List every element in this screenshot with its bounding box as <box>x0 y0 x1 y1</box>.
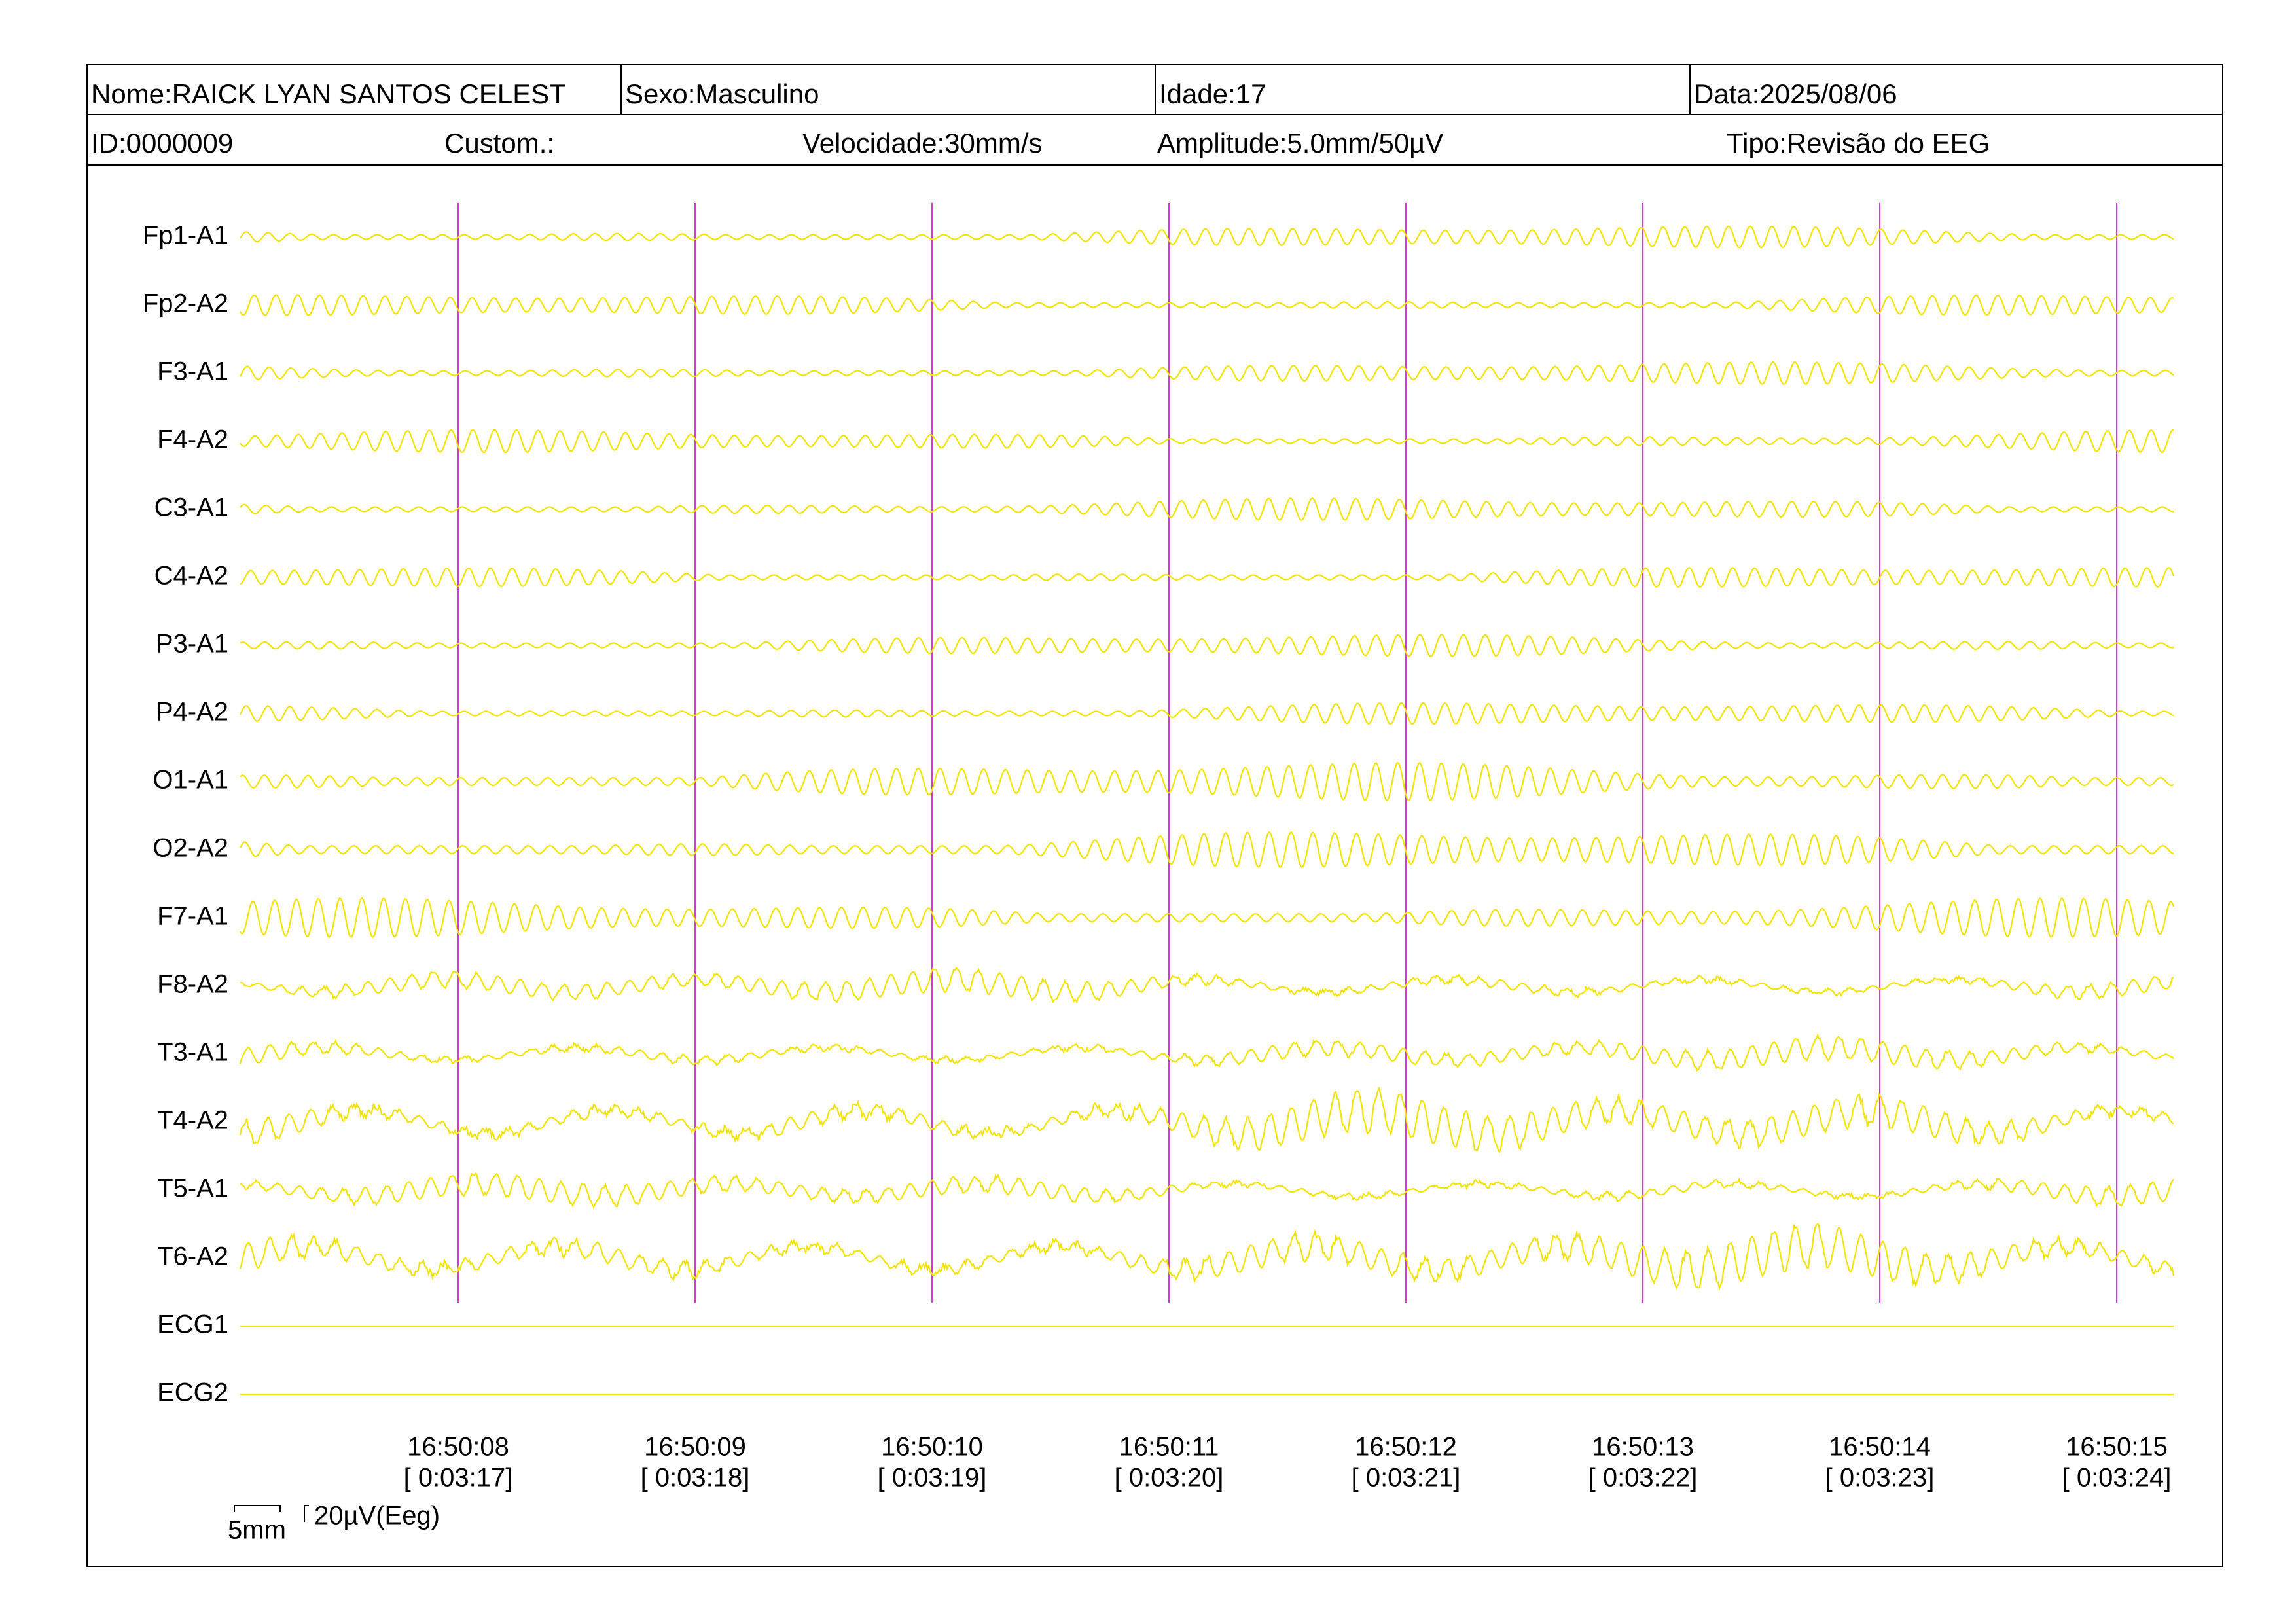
eeg-trace <box>240 225 2174 249</box>
eeg-trace <box>239 1033 2174 1072</box>
eeg-trace <box>240 831 2174 869</box>
eeg-trace <box>240 429 2174 454</box>
patient-age: Idade:17 <box>1159 79 1266 109</box>
channel-label: P4-A2 <box>156 698 228 727</box>
eeg-trace <box>239 702 2174 725</box>
elapsed-label: [ 0:03:20] <box>1115 1464 1224 1492</box>
speed: Velocidade:30mm/s <box>802 128 1043 158</box>
channel-label: Fp2-A2 <box>143 289 228 318</box>
clock-label: 16:50:15 <box>2066 1433 2168 1462</box>
exam-date: Data:2025/08/06 <box>1694 79 1897 109</box>
custom: Custom.: <box>444 128 554 158</box>
channel-label: F3-A1 <box>157 357 228 386</box>
channel-label: F4-A2 <box>157 425 228 454</box>
channel-label: T6-A2 <box>157 1242 228 1271</box>
clock-label: 16:50:08 <box>407 1433 509 1462</box>
eeg-trace <box>240 361 2174 386</box>
eeg-trace <box>240 1172 2174 1210</box>
elapsed-label: [ 0:03:23] <box>1825 1464 1935 1492</box>
elapsed-label: [ 0:03:22] <box>1588 1464 1698 1492</box>
channel-label: C4-A2 <box>154 562 228 590</box>
channel-label: C3-A1 <box>154 494 228 522</box>
eeg-trace <box>240 566 2175 588</box>
time-scale-label: 5mm <box>228 1516 286 1545</box>
eeg-trace <box>240 967 2174 1004</box>
eeg-trace <box>239 1086 2174 1153</box>
eeg-trace <box>240 294 2174 316</box>
clock-label: 16:50:09 <box>644 1433 746 1462</box>
clock-label: 16:50:12 <box>1355 1433 1457 1462</box>
page-border <box>86 64 2223 1567</box>
channel-label: O2-A2 <box>152 834 228 863</box>
channel-label: T4-A2 <box>157 1106 228 1135</box>
elapsed-label: [ 0:03:17] <box>404 1464 513 1492</box>
channel-label: ECG1 <box>157 1310 228 1339</box>
eeg-trace <box>240 761 2174 802</box>
amp-scale-bar <box>304 1505 309 1522</box>
patient-id: ID:0000009 <box>91 128 233 158</box>
channel-label: Fp1-A1 <box>143 221 228 250</box>
clock-label: 16:50:11 <box>1119 1433 1219 1462</box>
elapsed-label: [ 0:03:19] <box>878 1464 987 1492</box>
clock-label: 16:50:10 <box>881 1433 983 1462</box>
elapsed-label: [ 0:03:18] <box>641 1464 750 1492</box>
eeg-trace <box>240 497 2174 521</box>
patient-name: Nome:RAICK LYAN SANTOS CELEST <box>91 79 566 109</box>
time-scale-bar <box>234 1505 281 1512</box>
channel-label: ECG2 <box>157 1379 228 1407</box>
channel-label: F8-A2 <box>157 970 228 999</box>
channel-label: T5-A1 <box>157 1174 228 1203</box>
patient-sex: Sexo:Masculino <box>625 79 819 109</box>
eeg-trace <box>240 897 2175 939</box>
channel-label: O1-A1 <box>152 766 228 795</box>
channel-label: F7-A1 <box>157 902 228 931</box>
clock-label: 16:50:13 <box>1592 1433 1694 1462</box>
amplitude: Amplitude:5.0mm/50µV <box>1157 128 1443 158</box>
channel-label: T3-A1 <box>157 1038 228 1067</box>
eeg-trace <box>239 1223 2175 1291</box>
amp-scale-label: 20µV(Eeg) <box>314 1502 440 1530</box>
elapsed-label: [ 0:03:24] <box>2062 1464 2172 1492</box>
clock-label: 16:50:14 <box>1829 1433 1931 1462</box>
eeg-trace <box>240 634 2174 657</box>
channel-label: P3-A1 <box>156 630 228 659</box>
elapsed-label: [ 0:03:21] <box>1352 1464 1461 1492</box>
exam-type: Tipo:Revisão do EEG <box>1727 128 1990 158</box>
